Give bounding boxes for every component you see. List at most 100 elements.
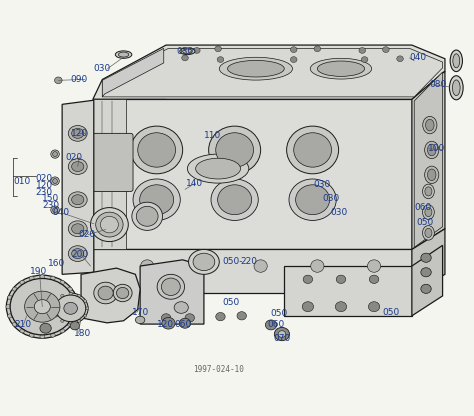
Text: 090: 090	[71, 75, 88, 84]
Text: 030: 030	[93, 64, 110, 73]
Ellipse shape	[83, 314, 87, 317]
Polygon shape	[412, 71, 445, 250]
Ellipse shape	[197, 260, 210, 272]
Polygon shape	[93, 250, 412, 293]
Ellipse shape	[29, 333, 34, 337]
Ellipse shape	[67, 287, 72, 291]
Circle shape	[397, 56, 403, 62]
Ellipse shape	[115, 51, 132, 58]
Ellipse shape	[61, 319, 64, 322]
Text: 230: 230	[42, 201, 59, 210]
Ellipse shape	[425, 187, 432, 196]
Ellipse shape	[51, 177, 59, 185]
Ellipse shape	[69, 292, 73, 295]
Ellipse shape	[77, 294, 81, 297]
Ellipse shape	[422, 184, 434, 199]
Ellipse shape	[193, 253, 215, 270]
Ellipse shape	[367, 260, 381, 272]
Ellipse shape	[453, 54, 460, 68]
Ellipse shape	[96, 212, 123, 237]
Polygon shape	[93, 99, 126, 250]
Text: 050: 050	[383, 308, 400, 317]
Ellipse shape	[68, 221, 87, 237]
Ellipse shape	[182, 49, 192, 54]
Circle shape	[40, 323, 51, 333]
Ellipse shape	[40, 275, 45, 279]
Circle shape	[302, 302, 314, 312]
Ellipse shape	[85, 307, 89, 310]
Circle shape	[217, 57, 224, 62]
Ellipse shape	[422, 205, 434, 219]
Ellipse shape	[196, 158, 240, 179]
Ellipse shape	[228, 60, 284, 77]
Circle shape	[421, 284, 431, 293]
Text: 030: 030	[330, 208, 348, 217]
Text: 230: 230	[36, 188, 53, 197]
Text: 120: 120	[156, 320, 174, 329]
Ellipse shape	[453, 80, 460, 96]
Circle shape	[291, 57, 297, 62]
Ellipse shape	[428, 169, 436, 181]
Ellipse shape	[98, 286, 113, 300]
Ellipse shape	[6, 305, 10, 309]
Circle shape	[237, 312, 246, 320]
Ellipse shape	[8, 295, 12, 300]
Ellipse shape	[211, 179, 258, 220]
Text: 080: 080	[430, 80, 447, 89]
Text: 040: 040	[410, 53, 427, 62]
Ellipse shape	[425, 228, 432, 238]
Text: 200: 200	[72, 250, 89, 259]
Circle shape	[185, 314, 194, 322]
Ellipse shape	[117, 287, 129, 299]
Polygon shape	[140, 260, 204, 324]
Circle shape	[55, 77, 62, 84]
Circle shape	[314, 46, 320, 52]
Ellipse shape	[94, 282, 118, 304]
Text: 030: 030	[322, 194, 339, 203]
Ellipse shape	[55, 314, 58, 317]
Ellipse shape	[118, 52, 129, 57]
Ellipse shape	[72, 224, 84, 234]
Circle shape	[359, 47, 365, 53]
Ellipse shape	[53, 178, 57, 183]
Ellipse shape	[68, 192, 87, 208]
Text: 120: 120	[36, 181, 53, 190]
Ellipse shape	[60, 329, 64, 333]
Circle shape	[182, 55, 188, 61]
Text: 160: 160	[48, 259, 65, 268]
Polygon shape	[284, 266, 412, 316]
Circle shape	[336, 275, 346, 283]
Text: 120: 120	[71, 129, 88, 138]
Ellipse shape	[296, 185, 329, 215]
Ellipse shape	[68, 158, 87, 174]
Ellipse shape	[189, 250, 219, 274]
Ellipse shape	[12, 287, 17, 291]
Ellipse shape	[51, 150, 59, 158]
Text: 170: 170	[132, 308, 149, 317]
Ellipse shape	[53, 307, 56, 310]
Circle shape	[215, 46, 221, 52]
Ellipse shape	[294, 133, 331, 167]
Circle shape	[421, 268, 431, 277]
Circle shape	[369, 275, 379, 283]
Text: 060: 060	[414, 203, 431, 212]
Circle shape	[34, 300, 50, 314]
Text: 020: 020	[36, 173, 53, 183]
Ellipse shape	[77, 319, 81, 322]
Circle shape	[179, 318, 191, 328]
Ellipse shape	[72, 161, 84, 171]
Ellipse shape	[68, 246, 87, 262]
Polygon shape	[62, 100, 94, 274]
Ellipse shape	[218, 185, 252, 215]
Ellipse shape	[40, 334, 45, 339]
Text: 100: 100	[428, 144, 446, 153]
Ellipse shape	[20, 280, 25, 285]
Ellipse shape	[423, 116, 437, 134]
Ellipse shape	[318, 61, 365, 77]
Ellipse shape	[53, 151, 57, 156]
Circle shape	[291, 47, 297, 52]
Ellipse shape	[310, 58, 372, 79]
Ellipse shape	[422, 225, 434, 240]
Text: 040: 040	[53, 208, 70, 218]
Ellipse shape	[425, 141, 439, 158]
